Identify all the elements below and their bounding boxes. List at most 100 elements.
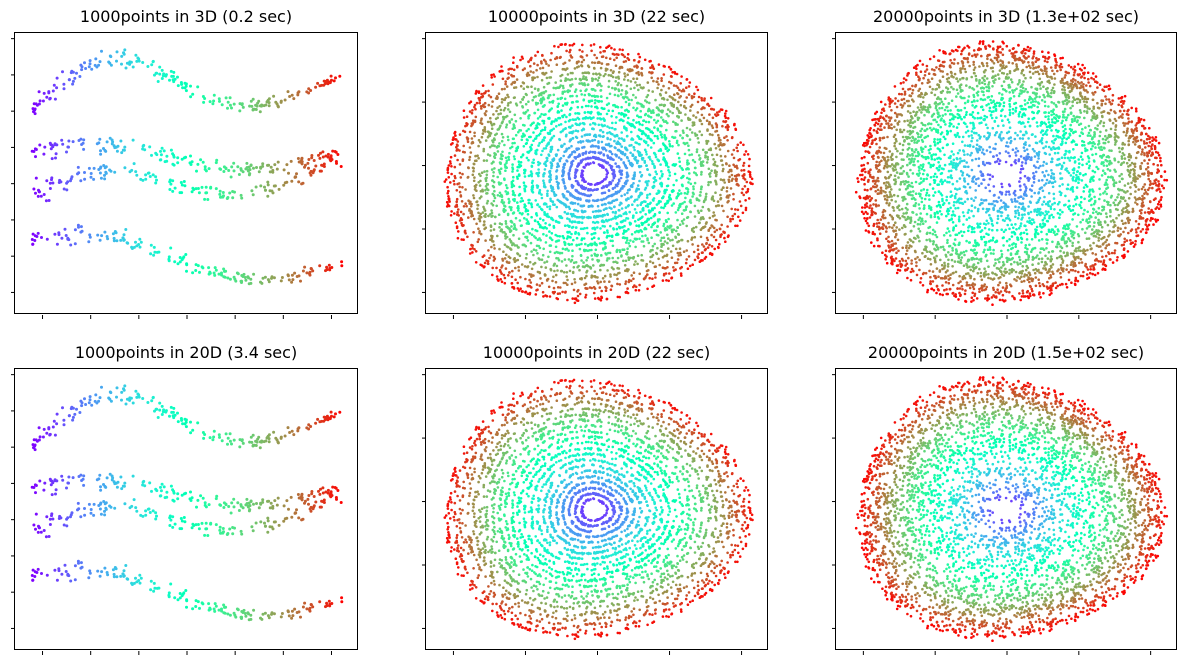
scatter-point <box>286 90 290 94</box>
scatter-point <box>483 265 486 268</box>
scatter-point <box>249 164 253 167</box>
scatter-point <box>657 159 660 163</box>
scatter-point <box>600 289 603 293</box>
scatter-point <box>303 265 307 269</box>
scatter-point <box>130 247 134 250</box>
scatter-point <box>649 201 652 205</box>
scatter-point <box>473 176 476 179</box>
scatter-point <box>580 204 584 208</box>
scatter-point <box>545 234 548 237</box>
scatter-point <box>626 239 629 242</box>
scatter-point <box>549 197 552 201</box>
scatter-point <box>295 172 298 176</box>
scatter-point <box>571 118 574 121</box>
scatter-point <box>492 113 495 116</box>
scatter-point <box>98 60 102 64</box>
scatter-point <box>580 64 583 67</box>
scatter-point <box>688 81 692 84</box>
scatter-point <box>599 73 602 77</box>
scatter-point <box>556 97 560 101</box>
scatter-point <box>538 123 541 126</box>
scatter-point <box>523 187 526 190</box>
scatter-point <box>299 279 302 283</box>
scatter-point <box>661 279 665 282</box>
scatter-point <box>637 195 641 199</box>
scatter-point <box>449 155 453 159</box>
scatter-point <box>492 73 495 76</box>
scatter-point <box>541 290 545 294</box>
scatter-point <box>640 74 644 77</box>
scatter-point <box>590 105 593 108</box>
scatter-point <box>632 271 636 274</box>
scatter-point <box>743 153 746 156</box>
scatter-point <box>266 183 270 187</box>
scatter-point <box>180 82 184 86</box>
scatter-point <box>509 101 512 104</box>
scatter-point <box>1044 254 1047 258</box>
scatter-point <box>611 71 615 74</box>
scatter-point <box>522 111 525 115</box>
scatter-point <box>214 161 218 165</box>
scatter-point <box>80 229 84 233</box>
scatter-point <box>479 263 482 267</box>
scatter-point <box>502 201 506 204</box>
scatter-point <box>608 280 611 283</box>
scatter-point <box>664 138 667 141</box>
scatter-point <box>628 161 632 165</box>
scatter-point <box>654 272 657 275</box>
scatter-point <box>606 229 609 232</box>
scatter-point <box>737 215 740 219</box>
scatter-point <box>719 235 722 239</box>
scatter-point <box>184 155 188 159</box>
scatter-point <box>690 238 693 241</box>
scatter-point <box>151 173 155 177</box>
scatter-point <box>715 182 718 186</box>
scatter-point <box>185 269 188 273</box>
scatter-point <box>737 184 740 187</box>
scatter-point <box>665 162 669 165</box>
scatter-point <box>634 96 638 99</box>
scatter-point <box>517 246 520 249</box>
scatter-point <box>483 170 486 173</box>
scatter-point <box>564 248 568 251</box>
scatter-point <box>640 71 643 75</box>
scatter-point <box>641 130 645 133</box>
scatter-point <box>485 110 488 113</box>
scatter-point <box>734 208 737 211</box>
scatter-point <box>588 194 591 198</box>
scatter-point <box>710 233 713 237</box>
scatter-point <box>154 181 158 185</box>
scatter-point <box>203 197 207 201</box>
scatter-point <box>465 115 469 118</box>
scatter-point <box>654 229 658 232</box>
scatter-point <box>496 128 500 131</box>
scatter-point <box>526 209 530 212</box>
scatter-point <box>593 241 597 244</box>
scatter-point <box>547 81 551 85</box>
scatter-point <box>138 245 142 249</box>
scatter-point <box>61 70 64 74</box>
scatter-point <box>61 142 65 146</box>
scatter-point <box>583 166 586 169</box>
scatter-point <box>713 214 716 217</box>
scatter-point <box>464 202 467 205</box>
scatter-point <box>565 190 569 193</box>
scatter-point <box>726 215 729 219</box>
scatter-point <box>484 179 488 183</box>
scatter-point <box>305 90 309 94</box>
scatter-point <box>706 128 709 131</box>
scatter-point <box>705 192 708 196</box>
scatter-point <box>667 65 671 69</box>
scatter-point <box>720 204 724 208</box>
scatter-point <box>462 238 465 241</box>
scatter-point <box>37 90 41 94</box>
scatter-point <box>519 161 523 164</box>
scatter-point <box>546 96 550 100</box>
scatter-point <box>635 198 639 201</box>
scatter-point <box>587 104 590 108</box>
scatter-point <box>571 249 574 252</box>
scatter-point <box>249 281 253 285</box>
scatter-point <box>592 264 595 267</box>
scatter-point <box>333 150 337 153</box>
scatter-point <box>450 172 453 176</box>
